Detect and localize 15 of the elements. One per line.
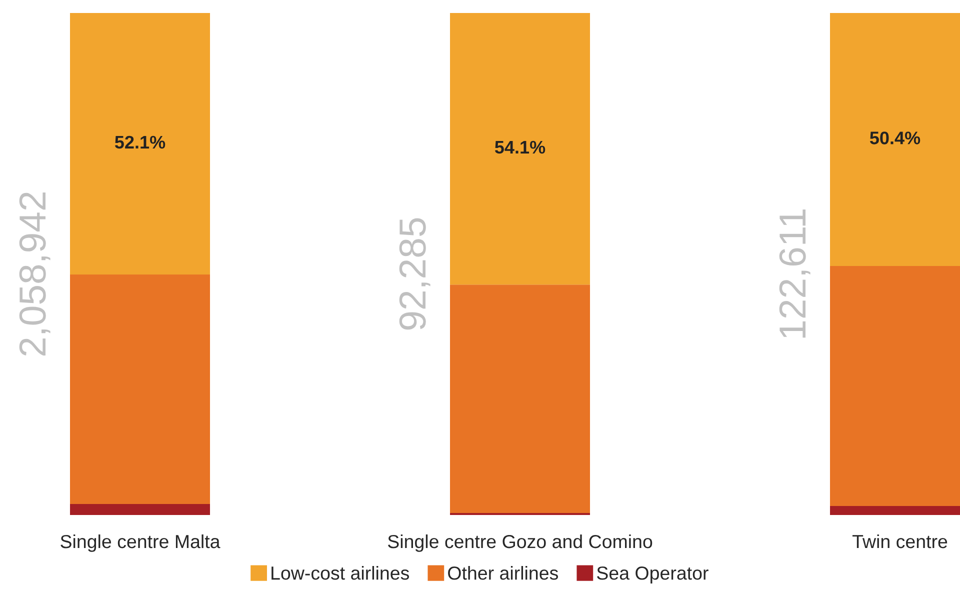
annotation: 122,611: [779, 209, 810, 338]
legend-label: Other airlines: [448, 566, 558, 580]
x-tick-label: Single centre Malta: [60, 534, 220, 552]
data-label: 54.1%: [494, 140, 546, 154]
x-tick-label: Twin centre: [852, 534, 948, 548]
data-label: 52.1%: [114, 136, 166, 149]
annotation: 92,285: [399, 218, 430, 330]
annotation: 2,058,942: [19, 192, 50, 356]
legend-label: Low-cost airlines: [272, 566, 409, 580]
bar: [70, 504, 210, 515]
x-tick-label: Single centre Gozo and Comino: [388, 534, 652, 552]
legend-label: Sea Operator: [597, 566, 708, 584]
data-label: 50.4%: [870, 132, 920, 144]
bar: [70, 274, 210, 504]
bar: [70, 13, 210, 275]
